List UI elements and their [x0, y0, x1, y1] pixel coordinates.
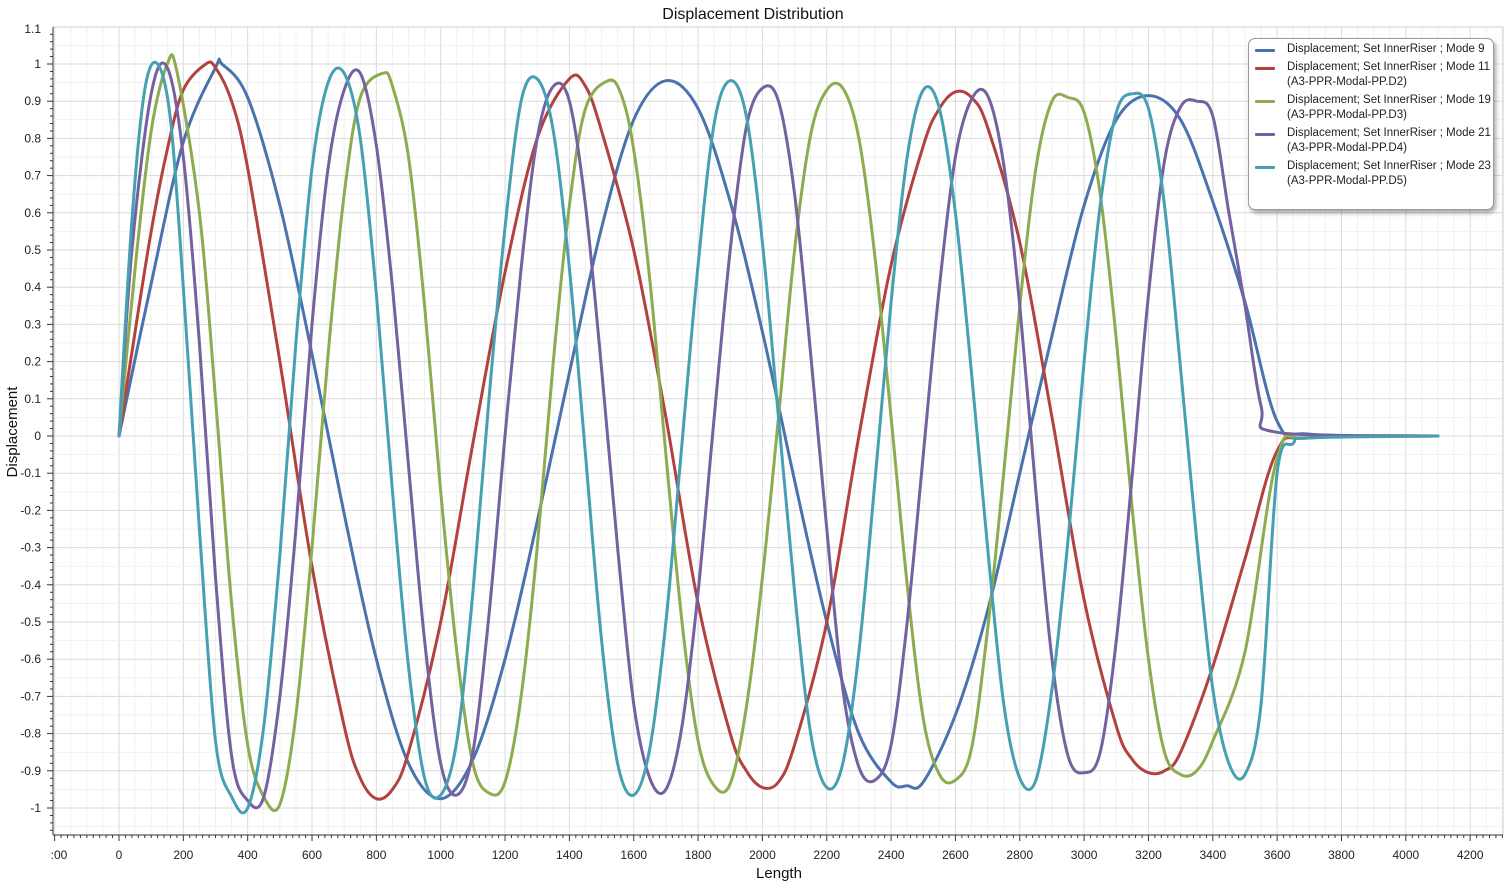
y-tick-label: 0.3 [24, 317, 41, 331]
legend-item-mode-9[interactable]: Displacement; Set InnerRiser ; Mode 9 [1255, 42, 1487, 57]
y-tick-label: -0.7 [20, 689, 41, 703]
x-tick-label: 600 [302, 848, 322, 862]
legend-label-mode-19-line2: (A3-PPR-Modal-PP.D3) [1287, 109, 1407, 121]
y-tick-label: 0.9 [24, 94, 41, 108]
x-tick-label: 3000 [1071, 848, 1098, 862]
legend-label-mode-23-line2: (A3-PPR-Modal-PP.D5) [1287, 175, 1407, 187]
x-tick-label: 1200 [492, 848, 519, 862]
y-tick-label: 0.6 [24, 206, 41, 220]
series-lines [117, 53, 1440, 815]
legend-item-mode-23[interactable]: Displacement; Set InnerRiser ; Mode 23 (… [1255, 159, 1491, 189]
legend-swatch-mode-23 [1255, 166, 1275, 169]
y-tick-label: 1.1 [24, 22, 41, 36]
x-tick-label: 4000 [1392, 848, 1419, 862]
legend-label-mode-21-line2: (A3-PPR-Modal-PP.D4) [1287, 142, 1407, 154]
y-tick-label: 0.2 [24, 355, 41, 369]
y-tick-label: 1 [34, 57, 41, 71]
x-tick-label: 3200 [1135, 848, 1162, 862]
x-tick-label: 0 [116, 848, 123, 862]
legend-label-mode-21-line1: Displacement; Set InnerRiser ; Mode 21 [1287, 127, 1491, 139]
legend-swatch-mode-21 [1255, 133, 1275, 136]
x-tick-label: 2200 [813, 848, 840, 862]
legend-label-mode-9: Displacement; Set InnerRiser ; Mode 9 [1287, 42, 1485, 57]
y-tick-label: 0.4 [24, 280, 41, 294]
x-tick-label: 800 [366, 848, 386, 862]
legend-swatch-mode-11 [1255, 67, 1275, 70]
legend-label-mode-23-line1: Displacement; Set InnerRiser ; Mode 23 [1287, 160, 1491, 172]
y-tick-label: -0.4 [20, 578, 41, 592]
legend-item-mode-21[interactable]: Displacement; Set InnerRiser ; Mode 21 (… [1255, 126, 1491, 156]
y-tick-label: 0.5 [24, 243, 41, 257]
legend-label-mode-19-line1: Displacement; Set InnerRiser ; Mode 19 [1287, 94, 1491, 106]
y-tick-label: 0.1 [24, 392, 41, 406]
y-tick-label: -0.1 [20, 466, 41, 480]
x-tick-label: 200 [173, 848, 193, 862]
x-tick-label: 2800 [1006, 848, 1033, 862]
x-tick-label: 3800 [1328, 848, 1355, 862]
x-tick-label: 400 [238, 848, 258, 862]
tick-labels: :00 0 200 400 600 800 1000 1200 1400 1600 1800 2000… [20, 22, 1484, 862]
legend-label-mode-19: Displacement; Set InnerRiser ; Mode 19 (… [1287, 93, 1491, 123]
x-tick-label: 2400 [878, 848, 905, 862]
x-tick-label: 1000 [427, 848, 454, 862]
y-tick-label: -0.5 [20, 615, 41, 629]
axes [47, 26, 1504, 841]
y-tick-label: -0.8 [20, 727, 41, 741]
legend-label-mode-9-line1: Displacement; Set InnerRiser ; Mode 9 [1287, 43, 1485, 55]
legend[interactable]: Displacement; Set InnerRiser ; Mode 9 Di… [1248, 38, 1494, 210]
y-tick-label: -0.3 [20, 541, 41, 555]
legend-label-mode-23: Displacement; Set InnerRiser ; Mode 23 (… [1287, 159, 1491, 189]
x-tick-label: 4200 [1457, 848, 1484, 862]
legend-label-mode-11-line2: (A3-PPR-Modal-PP.D2) [1287, 76, 1407, 88]
x-tick-label: 1800 [685, 848, 712, 862]
x-axis-title: Length [756, 865, 802, 882]
legend-swatch-mode-19 [1255, 100, 1275, 103]
grid-lines [53, 27, 1503, 835]
x-tick-label: 2600 [942, 848, 969, 862]
legend-item-mode-11[interactable]: Displacement; Set InnerRiser ; Mode 11 (… [1255, 60, 1490, 90]
x-tick-label: 1400 [556, 848, 583, 862]
y-axis-title: Displacement [4, 386, 21, 478]
y-tick-label: 0.8 [24, 131, 41, 145]
x-tick-label: 3400 [1199, 848, 1226, 862]
y-tick-label: -0.2 [20, 503, 41, 517]
series-line-mode-23 [117, 60, 1440, 815]
y-tick-label: -0.9 [20, 764, 41, 778]
legend-label-mode-21: Displacement; Set InnerRiser ; Mode 21 (… [1287, 126, 1491, 156]
y-tick-label: 0 [34, 429, 41, 443]
x-tick-label: 2000 [749, 848, 776, 862]
x-tick-label: 1600 [620, 848, 647, 862]
y-tick-label: -1 [30, 801, 41, 815]
legend-label-mode-11: Displacement; Set InnerRiser ; Mode 11 (… [1287, 60, 1490, 90]
series-line-mode-19 [117, 53, 1440, 813]
x-tick-label: 3600 [1264, 848, 1291, 862]
y-tick-label: -0.6 [20, 652, 41, 666]
series-line-mode-21 [117, 61, 1440, 810]
y-tick-label: 0.7 [24, 169, 41, 183]
legend-swatch-mode-9 [1255, 49, 1275, 52]
x-tick-label: :00 [51, 848, 68, 862]
chart-title: Displacement Distribution [662, 6, 843, 23]
legend-label-mode-11-line1: Displacement; Set InnerRiser ; Mode 11 [1287, 61, 1491, 73]
legend-item-mode-19[interactable]: Displacement; Set InnerRiser ; Mode 19 (… [1255, 93, 1491, 123]
